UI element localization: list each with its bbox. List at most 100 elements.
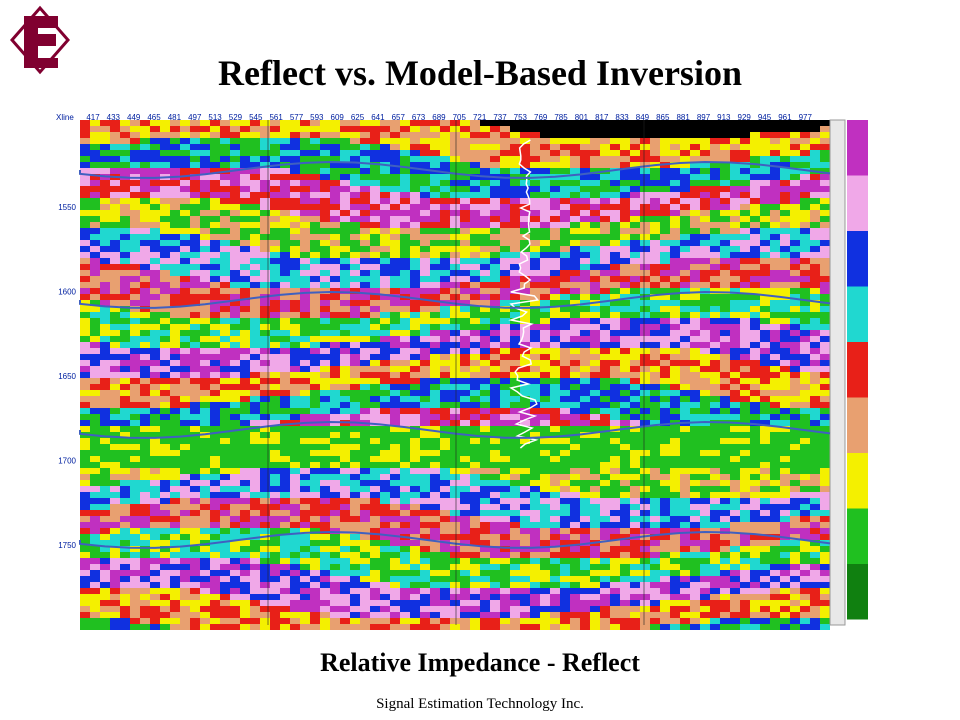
seismic-cell xyxy=(400,462,410,468)
seismic-cell xyxy=(210,444,220,450)
seismic-cell xyxy=(730,288,740,294)
seismic-cell xyxy=(130,270,140,276)
seismic-cell xyxy=(110,234,120,240)
seismic-cell xyxy=(80,186,90,192)
seismic-cell xyxy=(550,168,560,174)
seismic-cell xyxy=(270,426,280,432)
seismic-cell xyxy=(780,390,790,396)
seismic-cell xyxy=(460,168,470,174)
seismic-cell xyxy=(410,468,420,474)
seismic-cell xyxy=(600,318,610,324)
seismic-cell xyxy=(210,144,220,150)
seismic-cell xyxy=(680,384,690,390)
seismic-cell xyxy=(320,426,330,432)
seismic-cell xyxy=(350,366,360,372)
seismic-cell xyxy=(190,246,200,252)
seismic-cell xyxy=(450,480,460,486)
seismic-cell xyxy=(640,384,650,390)
seismic-cell xyxy=(520,414,530,420)
seismic-cell xyxy=(420,198,430,204)
seismic-cell xyxy=(80,426,90,432)
seismic-cell xyxy=(360,216,370,222)
seismic-cell xyxy=(290,402,300,408)
seismic-cell xyxy=(310,282,320,288)
seismic-cell xyxy=(300,258,310,264)
seismic-cell xyxy=(380,264,390,270)
seismic-cell xyxy=(380,384,390,390)
seismic-cell xyxy=(320,462,330,468)
seismic-cell xyxy=(490,456,500,462)
seismic-cell xyxy=(540,240,550,246)
seismic-cell xyxy=(600,480,610,486)
seismic-cell xyxy=(330,282,340,288)
seismic-cell xyxy=(130,234,140,240)
seismic-cell xyxy=(110,420,120,426)
seismic-cell xyxy=(270,402,280,408)
seismic-cell xyxy=(680,264,690,270)
seismic-cell xyxy=(660,444,670,450)
seismic-cell xyxy=(450,210,460,216)
seismic-cell xyxy=(280,300,290,306)
seismic-cell xyxy=(90,264,100,270)
seismic-cell xyxy=(810,486,820,492)
seismic-cell xyxy=(590,216,600,222)
seismic-cell xyxy=(710,180,720,186)
seismic-cell xyxy=(390,306,400,312)
seismic-cell xyxy=(250,162,260,168)
seismic-cell xyxy=(550,360,560,366)
seismic-cell xyxy=(770,372,780,378)
seismic-cell xyxy=(210,456,220,462)
seismic-cell xyxy=(420,144,430,150)
seismic-cell xyxy=(750,270,760,276)
seismic-cell xyxy=(690,444,700,450)
seismic-cell xyxy=(450,180,460,186)
seismic-cell xyxy=(680,378,690,384)
seismic-cell xyxy=(370,306,380,312)
seismic-cell xyxy=(150,222,160,228)
seismic-cell xyxy=(170,252,180,258)
seismic-cell xyxy=(310,300,320,306)
seismic-cell xyxy=(520,486,530,492)
seismic-cell xyxy=(360,438,370,444)
seismic-cell xyxy=(100,294,110,300)
seismic-cell xyxy=(560,348,570,354)
seismic-cell xyxy=(500,234,510,240)
seismic-cell xyxy=(800,420,810,426)
seismic-cell xyxy=(430,426,440,432)
seismic-cell xyxy=(530,354,540,360)
seismic-cell xyxy=(200,402,210,408)
seismic-cell xyxy=(660,330,670,336)
seismic-cell xyxy=(120,306,130,312)
seismic-cell xyxy=(770,492,780,498)
seismic-cell xyxy=(640,282,650,288)
seismic-cell xyxy=(370,432,380,438)
seismic-cell xyxy=(620,498,630,504)
seismic-cell xyxy=(640,366,650,372)
seismic-cell xyxy=(650,492,660,498)
seismic-cell xyxy=(510,126,520,132)
seismic-cell xyxy=(440,192,450,198)
seismic-cell xyxy=(150,396,160,402)
seismic-cell xyxy=(710,378,720,384)
seismic-cell xyxy=(410,408,420,414)
seismic-cell xyxy=(350,378,360,384)
seismic-cell xyxy=(580,456,590,462)
seismic-cell xyxy=(190,408,200,414)
seismic-cell xyxy=(340,126,350,132)
seismic-cell xyxy=(530,480,540,486)
seismic-cell xyxy=(260,258,270,264)
seismic-cell xyxy=(670,150,680,156)
seismic-cell xyxy=(450,294,460,300)
seismic-cell xyxy=(120,300,130,306)
seismic-cell xyxy=(130,168,140,174)
seismic-cell xyxy=(490,288,500,294)
seismic-cell xyxy=(490,462,500,468)
seismic-cell xyxy=(210,264,220,270)
seismic-cell xyxy=(480,426,490,432)
seismic-cell xyxy=(390,426,400,432)
seismic-cell xyxy=(780,180,790,186)
seismic-cell xyxy=(780,402,790,408)
seismic-cell xyxy=(480,138,490,144)
seismic-cell xyxy=(590,354,600,360)
seismic-cell xyxy=(240,504,250,510)
